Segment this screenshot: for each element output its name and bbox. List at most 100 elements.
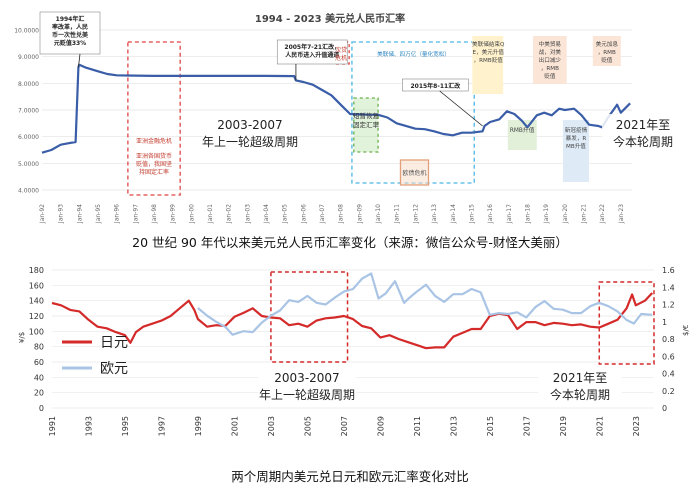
asian-crisis-note: 亚洲各国货币	[136, 152, 172, 160]
prev-cycle-label: 2003-2007	[274, 371, 339, 385]
x-tick-label: Jan-06	[300, 204, 307, 224]
x-tick-label: Jan-19	[543, 204, 550, 224]
curr-cycle-box	[598, 281, 655, 365]
y-tick-label: 6.0000	[18, 134, 39, 141]
covid-box	[562, 120, 590, 182]
usd-cny-chart: 1994 - 2023 美元兑人民币汇率 4.0000 5.0000 6.0000 7.…	[14, 11, 684, 224]
x-tick-label: 2017	[522, 416, 531, 436]
x-tick-label: 2009	[376, 416, 385, 436]
c2-series-lines	[51, 272, 653, 350]
subprime-label: 次贷	[335, 46, 347, 54]
reform-callout-text: 1994年汇	[56, 15, 85, 23]
y-tick-label: 8.0000	[18, 81, 39, 88]
x-tick-label: 1991	[48, 416, 57, 436]
fixed-rate-label: 固定汇率	[353, 120, 380, 129]
cycle-label-bg	[602, 114, 684, 150]
x-tick-label: Jan-21	[580, 204, 587, 224]
x-tick-label: Jan-14	[450, 204, 457, 224]
y-tick-label: 5.0000	[18, 161, 39, 168]
x-tick-label: Jan-18	[524, 204, 531, 224]
y-tick-label: 60	[34, 358, 44, 367]
y-tick-label: 7.0000	[18, 108, 39, 115]
y2-tick-label: 0	[662, 404, 667, 413]
trade-war-label: 出口减少	[539, 56, 562, 64]
curr-cycle-label: 今本轮周期	[613, 134, 673, 149]
x-tick-label: 2005	[303, 416, 312, 436]
x-tick-label: Jan-96	[114, 204, 121, 224]
prev-cycle-label: 2003-2007	[217, 118, 282, 132]
x-tick-label: Jan-15	[468, 204, 475, 224]
x-tick-label: Jan-10	[375, 204, 382, 224]
x-tick-label: 1997	[157, 416, 166, 436]
y2-tick-label: 1	[662, 318, 667, 327]
y-tick-label: 140	[29, 297, 44, 306]
asian-crisis-note: 持固定汇率	[139, 168, 169, 176]
prev-cycle-label: 年上一轮超级周期	[202, 134, 298, 149]
x-tick-label: 2003	[267, 416, 276, 436]
trade-war-label: 战，对美	[539, 48, 562, 56]
x-tick-label: 2021	[595, 416, 604, 436]
x-tick-label: Jan-08	[338, 204, 345, 224]
curr-cycle-label: 今本轮周期	[550, 387, 610, 402]
x-tick-label: Jan-01	[207, 204, 214, 224]
covid-label: 暴发，R	[566, 134, 587, 142]
x-tick-label: Jan-03	[244, 204, 251, 224]
y-tick-label: 4.0000	[18, 188, 39, 195]
eur-line	[197, 272, 653, 336]
jpy-line	[51, 292, 653, 350]
x-tick-label: Jan-17	[506, 204, 513, 224]
reform2005-text: 2005年7-21汇改，	[284, 43, 340, 51]
y2-tick-label: 0.4	[662, 370, 675, 379]
x-tick-label: Jan-92	[39, 204, 46, 224]
c1-series-line	[41, 63, 631, 154]
y2-tick-label: 0.2	[662, 387, 675, 396]
cycle-label-bg	[538, 366, 622, 406]
x-tick-label: Jan-11	[394, 204, 401, 224]
x-tick-label: Jan-07	[319, 204, 326, 224]
x-tick-label: 2007	[340, 416, 349, 436]
fed-qe-end-label: E，美元升值	[472, 48, 504, 56]
x-tick-label: Jan-20	[562, 204, 569, 224]
c1-event-boxes	[127, 36, 621, 196]
y2-tick-label: 1.6	[662, 266, 675, 275]
rmb-up-box	[507, 120, 537, 150]
y-tick-label: 180	[29, 266, 44, 275]
reform-callout-text: 元贬值33%	[54, 39, 86, 47]
usd-cny-line	[41, 63, 631, 154]
x-tick-label: Jan-05	[282, 204, 289, 224]
x-tick-label: Jan-22	[599, 204, 606, 224]
x-tick-label: Jan-97	[132, 204, 139, 224]
x-tick-label: Jan-23	[618, 204, 625, 224]
x-tick-label: Jan-99	[170, 204, 177, 224]
fed-qe-end-label: ，RMB贬值	[474, 56, 504, 64]
x-tick-label: Jan-16	[487, 204, 494, 224]
y-axis-label: ¥/$	[18, 332, 26, 343]
reform-callout-text: 率改革，人民	[52, 23, 88, 31]
c2-labels: 0 20 40 60 80 100 120 140 160 180 0 0.2 0.4 0.6 0.8 1 1.…	[18, 266, 690, 436]
y2-tick-label: 1.4	[662, 283, 675, 292]
y2-tick-label: 1.2	[662, 301, 675, 310]
covid-label: MB升值	[566, 142, 586, 150]
reform2015-box	[402, 78, 469, 92]
x-tick-label: 1999	[194, 416, 203, 436]
trade-war-label: ，RMB	[541, 66, 559, 72]
reform-arrow	[78, 53, 81, 68]
curr-cycle-label: 2021年至	[616, 118, 671, 132]
hike-label: 美元加息	[596, 40, 619, 48]
y-tick-label: 0	[39, 404, 44, 413]
x-tick-label: Jan-93	[58, 204, 65, 224]
reform2005-box	[276, 39, 348, 65]
chart1-title: 1994 - 2023 美元兑人民币汇率	[255, 12, 405, 25]
x-tick-label: Jan-04	[263, 204, 270, 224]
trade-war-label: 中美贸易	[539, 40, 562, 48]
curr-cycle-label: 2021年至	[553, 371, 608, 385]
y2-tick-label: 0.8	[662, 335, 675, 344]
reform2005-text: 人民币进入升值通道	[285, 51, 339, 59]
x-tick-label: 2013	[449, 416, 458, 436]
x-tick-label: 2011	[413, 416, 422, 436]
fixed-rate-box	[353, 97, 379, 153]
cycle-label-bg	[203, 114, 295, 150]
trade-war-label: 贬值	[544, 72, 556, 80]
y-tick-label: 160	[29, 281, 44, 290]
